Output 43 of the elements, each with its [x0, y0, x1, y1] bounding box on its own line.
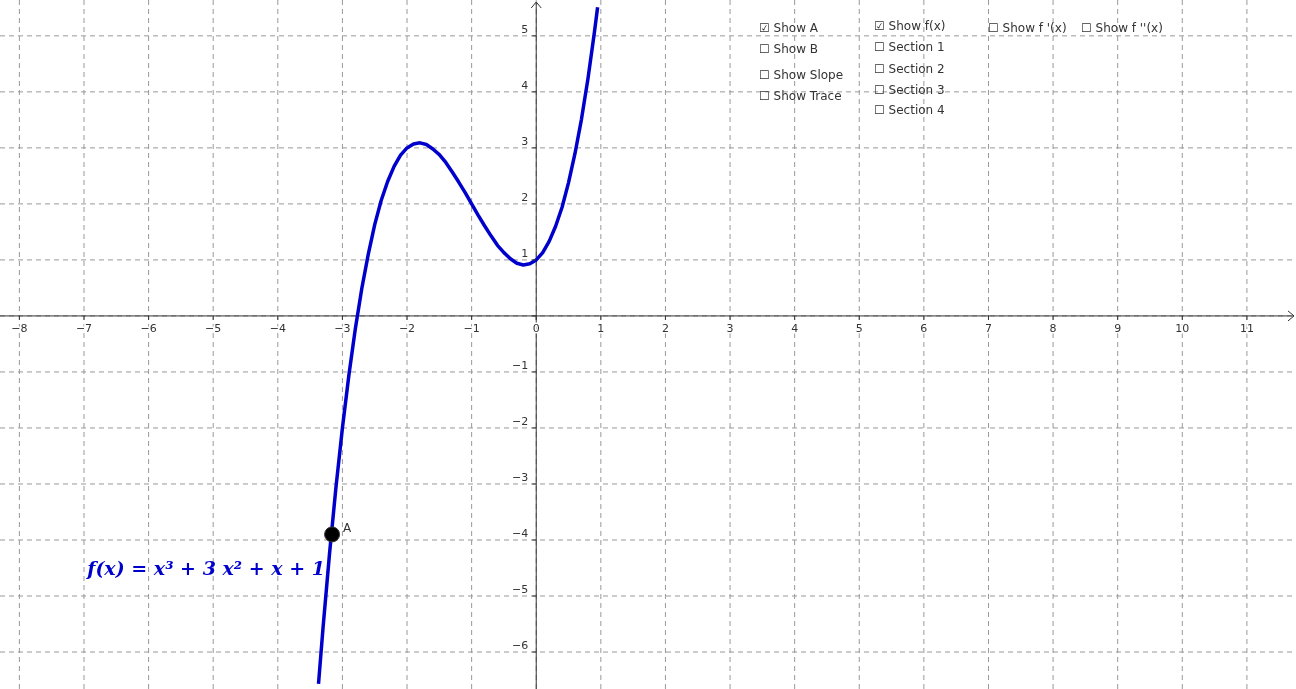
x-tick-label: 6	[920, 321, 928, 335]
annotation: ☐ Show Slope	[759, 68, 844, 82]
x-tick-label: −1	[463, 321, 480, 335]
x-tick-label: −2	[398, 321, 416, 335]
series-label: A	[343, 521, 353, 536]
x-tick-label: 1	[597, 321, 605, 335]
y-tick-label: −4	[512, 527, 529, 540]
y-tick-label: −5	[512, 583, 529, 597]
y-tick-label: −1	[512, 358, 529, 372]
annotation: ☐ Section 4	[874, 103, 945, 117]
x-tick-label: 8	[1049, 321, 1057, 335]
series-label: f(x) = x³ + 3 x² + x + 1	[85, 556, 325, 579]
annotation: ☐ Section 3	[874, 83, 945, 97]
annotation: ☐ Show B	[759, 42, 818, 56]
y-tick-label: −6	[512, 639, 529, 653]
x-tick-label: −6	[140, 321, 157, 335]
x-tick-label: 3	[726, 321, 734, 335]
x-tick-label: −4	[269, 321, 286, 335]
annotation: ☑ Show A	[759, 21, 819, 35]
x-tick-label: −3	[334, 321, 351, 335]
y-tick-label: 3	[521, 134, 529, 148]
y-tick-label: −2	[512, 414, 529, 428]
x-tick-label: 9	[1114, 321, 1122, 335]
x-tick-label: −5	[205, 321, 222, 335]
x-tick-label: 2	[661, 321, 669, 335]
annotation: ☐ Section 2	[874, 62, 945, 76]
y-tick-label: 1	[521, 246, 529, 260]
x-tick-label: 11	[1239, 321, 1254, 335]
x-tick-label: 5	[855, 321, 863, 335]
annotation: ☐ Show Trace	[759, 89, 842, 103]
y-tick-label: 2	[521, 190, 529, 204]
x-tick-label: −7	[75, 321, 93, 335]
y-tick-label: 5	[521, 22, 529, 36]
annotation: ☐ Show f ''(x)	[1081, 21, 1163, 35]
x-tick-label: 7	[984, 321, 992, 335]
annotation: ☐ Section 1	[874, 40, 945, 54]
x-tick-label: 10	[1175, 321, 1190, 335]
x-tick-label: 4	[791, 321, 799, 335]
x-tick-label: −8	[11, 321, 28, 335]
y-tick-label: 4	[521, 78, 529, 92]
annotation: ☐ Show f '(x)	[988, 21, 1067, 35]
y-tick-label: −3	[512, 470, 529, 484]
annotation: ☑ Show f(x)	[874, 19, 946, 33]
